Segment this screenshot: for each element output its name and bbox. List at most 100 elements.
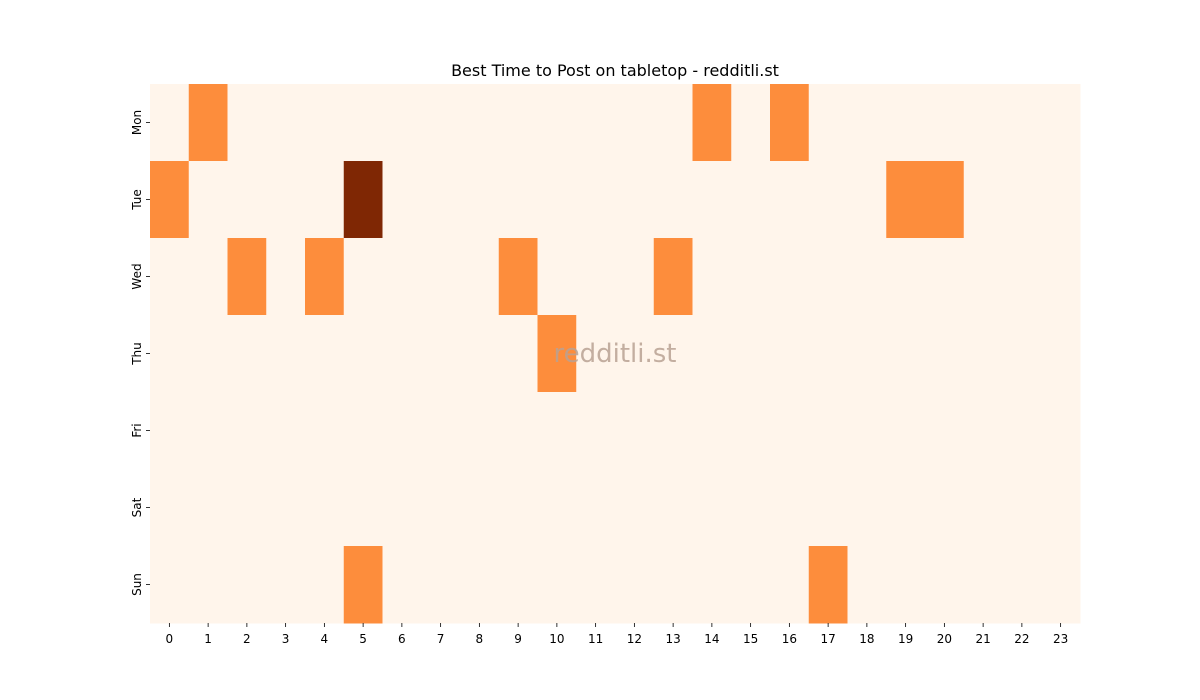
x-tick-label: 16 bbox=[782, 632, 797, 646]
heatmap-cell-thu-8 bbox=[460, 315, 500, 393]
y-tick-label: Wed bbox=[130, 263, 144, 289]
heatmap-cell-sun-23 bbox=[1041, 546, 1081, 624]
x-tick-label: 6 bbox=[398, 632, 406, 646]
heatmap-cell-fri-10 bbox=[537, 392, 577, 470]
heatmap-cell-sun-13 bbox=[653, 546, 693, 624]
heatmap-cell-tue-4 bbox=[305, 161, 345, 239]
heatmap-cell-sun-9 bbox=[498, 546, 538, 624]
heatmap-cell-wed-21 bbox=[963, 238, 1003, 316]
heatmap-cell-fri-4 bbox=[305, 392, 345, 470]
heatmap-cell-wed-20 bbox=[925, 238, 965, 316]
heatmap-cell-tue-18 bbox=[847, 161, 887, 239]
heatmap-cell-thu-7 bbox=[421, 315, 461, 393]
heatmap-cell-sun-2 bbox=[227, 546, 267, 624]
heatmap-cell-tue-9 bbox=[498, 161, 538, 239]
heatmap-cell-thu-5 bbox=[343, 315, 383, 393]
heatmap-cell-thu-0 bbox=[150, 315, 190, 393]
x-tick-label: 17 bbox=[820, 632, 835, 646]
heatmap-cell-sat-15 bbox=[731, 469, 771, 547]
x-tick-label: 20 bbox=[937, 632, 952, 646]
x-tick-label: 3 bbox=[282, 632, 290, 646]
heatmap-cell-sun-1 bbox=[188, 546, 228, 624]
heatmap-cell-tue-6 bbox=[382, 161, 422, 239]
heatmap-cell-sat-1 bbox=[188, 469, 228, 547]
heatmap-cell-wed-23 bbox=[1041, 238, 1081, 316]
heatmap-cell-tue-23 bbox=[1041, 161, 1081, 239]
heatmap-cell-tue-2 bbox=[227, 161, 267, 239]
heatmap-cell-sun-17 bbox=[808, 546, 848, 624]
heatmap-cell-thu-6 bbox=[382, 315, 422, 393]
heatmap-cell-sun-22 bbox=[1002, 546, 1042, 624]
x-tick-label: 12 bbox=[627, 632, 642, 646]
heatmap-cell-thu-13 bbox=[653, 315, 693, 393]
heatmap-cell-sun-14 bbox=[692, 546, 732, 624]
heatmap-cell-wed-0 bbox=[150, 238, 190, 316]
heatmap-cell-fri-17 bbox=[808, 392, 848, 470]
heatmap-cell-wed-12 bbox=[615, 238, 655, 316]
heatmap-cell-sat-23 bbox=[1041, 469, 1081, 547]
heatmap-cell-sat-6 bbox=[382, 469, 422, 547]
heatmap-cell-tue-3 bbox=[266, 161, 306, 239]
heatmap-cell-fri-11 bbox=[576, 392, 616, 470]
heatmap-cell-sat-2 bbox=[227, 469, 267, 547]
heatmap-cell-mon-13 bbox=[653, 84, 693, 162]
heatmap-cell-sat-3 bbox=[266, 469, 306, 547]
x-tick-label: 8 bbox=[476, 632, 484, 646]
heatmap-cell-tue-22 bbox=[1002, 161, 1042, 239]
heatmap-cell-sat-5 bbox=[343, 469, 383, 547]
x-tick-label: 21 bbox=[975, 632, 990, 646]
heatmap-cell-fri-13 bbox=[653, 392, 693, 470]
heatmap-cell-fri-7 bbox=[421, 392, 461, 470]
heatmap-cell-wed-5 bbox=[343, 238, 383, 316]
heatmap-cell-sat-8 bbox=[460, 469, 500, 547]
heatmap-cell-sun-12 bbox=[615, 546, 655, 624]
heatmap-cell-mon-3 bbox=[266, 84, 306, 162]
heatmap-cell-sat-11 bbox=[576, 469, 616, 547]
heatmap-cell-tue-17 bbox=[808, 161, 848, 239]
heatmap-cell-sat-17 bbox=[808, 469, 848, 547]
x-tick-label: 19 bbox=[898, 632, 913, 646]
heatmap-cell-wed-2 bbox=[227, 238, 267, 316]
heatmap-cell-thu-1 bbox=[188, 315, 228, 393]
heatmap-cell-sat-16 bbox=[770, 469, 810, 547]
heatmap-cell-sun-21 bbox=[963, 546, 1003, 624]
heatmap-cell-tue-12 bbox=[615, 161, 655, 239]
heatmap-cell-sat-18 bbox=[847, 469, 887, 547]
x-tick-label: 7 bbox=[437, 632, 445, 646]
heatmap-cell-tue-8 bbox=[460, 161, 500, 239]
heatmap-cell-tue-5 bbox=[343, 161, 383, 239]
heatmap-cell-wed-15 bbox=[731, 238, 771, 316]
heatmap-cell-mon-23 bbox=[1041, 84, 1081, 162]
heatmap-cell-mon-12 bbox=[615, 84, 655, 162]
y-tick-label: Fri bbox=[130, 423, 144, 437]
heatmap-cell-fri-14 bbox=[692, 392, 732, 470]
heatmap-cell-mon-18 bbox=[847, 84, 887, 162]
x-tick-label: 10 bbox=[549, 632, 564, 646]
heatmap-cell-tue-10 bbox=[537, 161, 577, 239]
heatmap-cell-sat-13 bbox=[653, 469, 693, 547]
heatmap-cell-tue-21 bbox=[963, 161, 1003, 239]
heatmap-cell-wed-10 bbox=[537, 238, 577, 316]
heatmap-cells bbox=[150, 84, 1081, 624]
heatmap-cell-fri-3 bbox=[266, 392, 306, 470]
heatmap-cell-thu-10 bbox=[537, 315, 577, 393]
heatmap-cell-thu-14 bbox=[692, 315, 732, 393]
heatmap-cell-tue-15 bbox=[731, 161, 771, 239]
heatmap-cell-sun-11 bbox=[576, 546, 616, 624]
heatmap-cell-wed-18 bbox=[847, 238, 887, 316]
heatmap-cell-mon-9 bbox=[498, 84, 538, 162]
y-tick-label: Thu bbox=[130, 342, 144, 366]
heatmap-cell-thu-9 bbox=[498, 315, 538, 393]
heatmap-cell-thu-20 bbox=[925, 315, 965, 393]
x-tick-label: 2 bbox=[243, 632, 251, 646]
heatmap-cell-mon-21 bbox=[963, 84, 1003, 162]
heatmap-cell-sat-10 bbox=[537, 469, 577, 547]
heatmap-cell-thu-15 bbox=[731, 315, 771, 393]
heatmap-cell-mon-2 bbox=[227, 84, 267, 162]
heatmap-cell-fri-19 bbox=[886, 392, 926, 470]
heatmap-cell-fri-20 bbox=[925, 392, 965, 470]
heatmap-cell-tue-11 bbox=[576, 161, 616, 239]
heatmap-cell-fri-5 bbox=[343, 392, 383, 470]
heatmap-cell-sun-6 bbox=[382, 546, 422, 624]
